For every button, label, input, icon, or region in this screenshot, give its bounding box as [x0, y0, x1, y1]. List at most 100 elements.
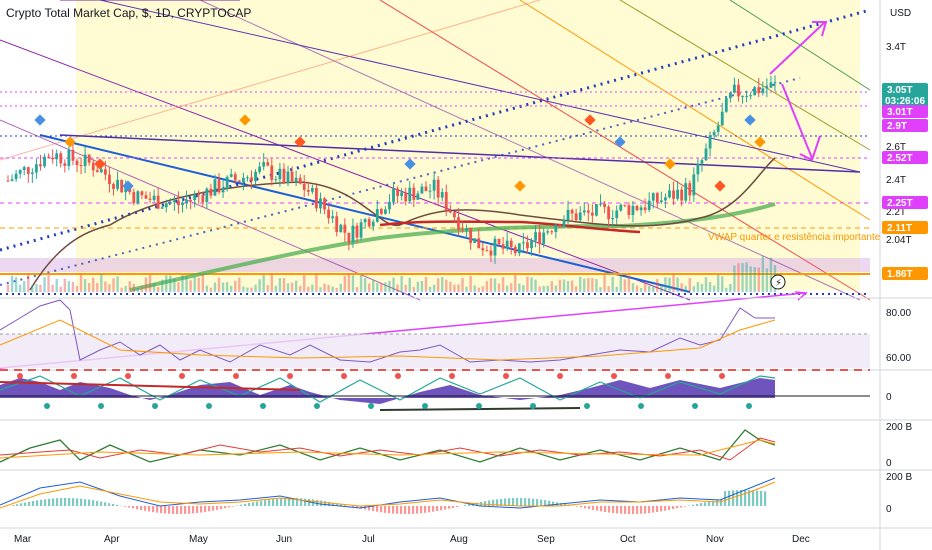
candle — [664, 193, 667, 209]
candle — [639, 204, 643, 216]
candle — [708, 131, 712, 157]
candle — [416, 190, 420, 200]
macd-bar — [112, 503, 115, 506]
macd-bar — [656, 506, 659, 513]
macd-bar — [164, 506, 167, 514]
candle — [546, 228, 550, 235]
macd-bar — [396, 506, 399, 514]
candle — [108, 167, 111, 193]
vol1-orange — [0, 439, 776, 459]
candle — [335, 211, 339, 237]
osc-dot — [287, 373, 293, 379]
candle — [603, 201, 606, 214]
pane-axes: 80.00 60.00 0 200 B 0 200 B 0 — [886, 308, 912, 515]
macd-bar — [564, 503, 567, 506]
macd-bar — [464, 505, 467, 506]
time-tick: May — [189, 534, 208, 545]
macd-bar — [432, 506, 435, 512]
osc-dot — [449, 373, 455, 379]
candle — [469, 228, 473, 251]
macd-bar — [752, 490, 755, 506]
macd-bar — [52, 498, 55, 506]
volume-bar — [294, 280, 298, 292]
macd-bar — [560, 503, 563, 506]
volume-bar — [639, 287, 643, 292]
candle — [615, 205, 619, 225]
macd-bar — [456, 506, 459, 507]
macd-bar — [488, 500, 491, 506]
osc-dot — [611, 373, 617, 379]
candle — [237, 180, 241, 183]
macd-bar — [700, 503, 703, 506]
macd-bar — [724, 491, 727, 506]
volume-bar — [587, 277, 590, 292]
macd-bar — [244, 503, 247, 506]
volume-bar — [217, 277, 221, 292]
volume-bar — [112, 278, 115, 292]
svg-text:2.11T: 2.11T — [887, 223, 912, 234]
candle — [39, 154, 42, 171]
time-tick: Oct — [620, 534, 636, 545]
candle — [676, 180, 680, 201]
volume-bar — [327, 284, 330, 292]
macd-bar — [756, 490, 759, 506]
signal-diamond — [34, 114, 46, 126]
candle — [465, 224, 468, 239]
candle — [55, 149, 59, 167]
volume-bar — [558, 279, 562, 292]
candle — [396, 186, 399, 204]
volume-bar — [700, 283, 704, 292]
macd-bar — [708, 501, 711, 506]
candle — [432, 172, 436, 200]
macd-bar — [384, 506, 387, 513]
lightning-icon: ⚡ — [775, 278, 782, 289]
macd-bar — [376, 506, 379, 512]
macd-line — [0, 477, 776, 509]
candle — [379, 207, 383, 216]
macd-bar — [200, 506, 203, 513]
lightning-marker[interactable] — [770, 274, 786, 290]
macd-bar — [452, 506, 455, 508]
candle — [558, 223, 562, 228]
volume-bar — [432, 284, 436, 292]
candle — [728, 92, 732, 103]
candle — [647, 192, 651, 212]
macd-bar — [744, 490, 747, 506]
candle — [91, 158, 95, 177]
candle — [712, 129, 716, 140]
volume-bar — [607, 286, 610, 292]
svg-text:2.25T: 2.25T — [887, 198, 913, 209]
volume-bar — [550, 281, 553, 292]
macd-bar — [576, 506, 579, 507]
macd-bar — [296, 498, 299, 506]
vol2-tick: 0 — [886, 504, 892, 515]
candle — [185, 190, 188, 209]
signal-line — [0, 481, 776, 509]
volume-bar — [668, 277, 671, 292]
candle — [302, 174, 306, 198]
volume-bar — [436, 278, 440, 292]
osc-dot — [665, 373, 671, 379]
macd-bar — [536, 499, 539, 506]
volume-bar — [87, 282, 91, 292]
time-tick: Dec — [792, 534, 810, 545]
osc-dot — [152, 403, 158, 409]
volume-bar — [355, 287, 359, 292]
time-tick: Aug — [450, 534, 468, 545]
macd-bar — [404, 506, 407, 514]
volume-bar — [631, 283, 635, 292]
candle — [181, 195, 184, 213]
volume-bar — [339, 283, 342, 292]
macd-bar — [132, 506, 135, 509]
candle — [749, 92, 753, 100]
vwap-annotation: VWAP quarter e resistência importante — [708, 232, 881, 243]
volume-bar — [530, 277, 533, 292]
candle — [274, 175, 278, 184]
osc-dot — [206, 403, 212, 409]
candle — [684, 177, 688, 204]
volume-bar — [522, 285, 525, 292]
candle — [241, 172, 245, 191]
volume-bar — [493, 278, 497, 292]
candle — [156, 187, 160, 210]
